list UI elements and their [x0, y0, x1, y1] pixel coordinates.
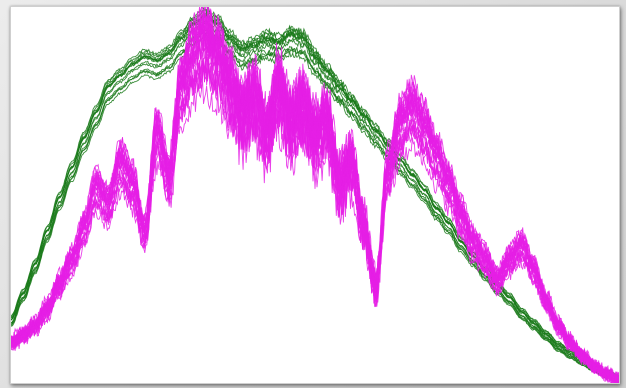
series-line: [11, 30, 619, 382]
series-line: [11, 77, 619, 382]
series-line: [11, 22, 619, 382]
series-line: [11, 23, 619, 383]
series-line: [11, 33, 619, 383]
series-line: [11, 27, 619, 383]
series-line: [11, 51, 619, 383]
plot-area: [10, 6, 620, 384]
series-line: [11, 29, 619, 383]
series-line: [11, 14, 619, 377]
series-line: [11, 31, 619, 383]
series-line: [11, 29, 619, 381]
series-line: [11, 9, 619, 376]
series-group-0: [11, 7, 619, 383]
spectra-plot: [11, 7, 619, 383]
series-group-1: [11, 7, 619, 383]
series-line: [11, 28, 619, 383]
series-line: [11, 27, 619, 383]
series-line: [11, 58, 619, 383]
series-line: [11, 13, 619, 380]
series-line: [11, 30, 619, 383]
